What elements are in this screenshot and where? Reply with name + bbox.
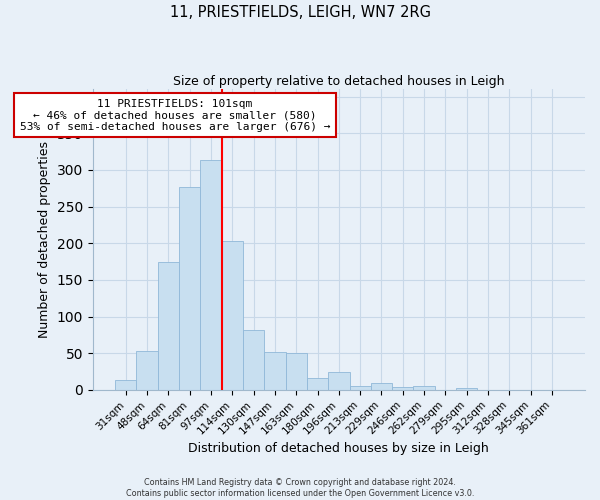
Bar xyxy=(392,387,413,390)
Bar xyxy=(307,378,328,390)
Bar xyxy=(179,186,200,390)
Bar xyxy=(221,241,243,390)
Y-axis label: Number of detached properties: Number of detached properties xyxy=(38,141,51,338)
Bar xyxy=(115,380,136,390)
Text: 11 PRIESTFIELDS: 101sqm
← 46% of detached houses are smaller (580)
53% of semi-d: 11 PRIESTFIELDS: 101sqm ← 46% of detache… xyxy=(20,98,330,132)
Title: Size of property relative to detached houses in Leigh: Size of property relative to detached ho… xyxy=(173,75,505,88)
Bar xyxy=(264,352,286,390)
Bar xyxy=(286,353,307,390)
Bar xyxy=(200,160,221,390)
X-axis label: Distribution of detached houses by size in Leigh: Distribution of detached houses by size … xyxy=(188,442,489,455)
Bar xyxy=(371,382,392,390)
Text: Contains HM Land Registry data © Crown copyright and database right 2024.
Contai: Contains HM Land Registry data © Crown c… xyxy=(126,478,474,498)
Bar xyxy=(456,388,478,390)
Bar xyxy=(136,351,158,390)
Bar xyxy=(243,330,264,390)
Bar xyxy=(350,386,371,390)
Bar xyxy=(158,262,179,390)
Bar xyxy=(413,386,435,390)
Bar xyxy=(328,372,350,390)
Text: 11, PRIESTFIELDS, LEIGH, WN7 2RG: 11, PRIESTFIELDS, LEIGH, WN7 2RG xyxy=(170,5,431,20)
